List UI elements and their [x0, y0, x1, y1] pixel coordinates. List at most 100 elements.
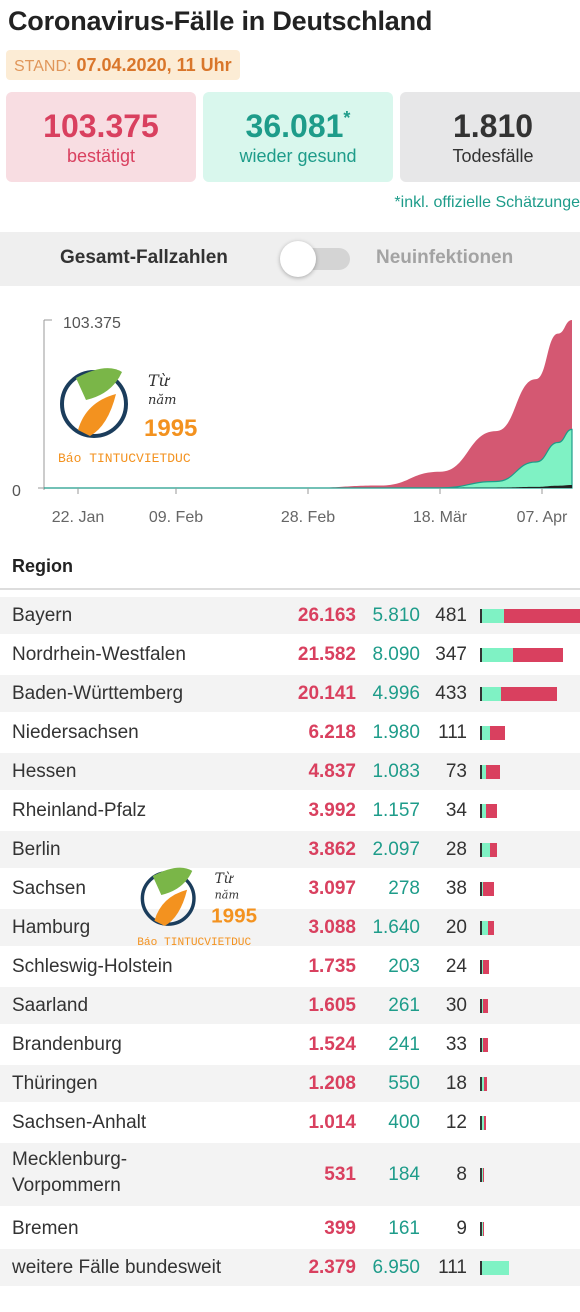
- x-tick-label: 18. Mär: [413, 509, 468, 526]
- table-row: Nordrhein-Westfalen 21.582 8.090 347: [0, 636, 580, 673]
- bar-recovered: [482, 648, 513, 662]
- table-row: Niedersachsen 6.218 1.980 111: [0, 714, 580, 751]
- x-tick-label: 22. Jan: [52, 509, 104, 526]
- recovered-value: 161: [388, 1218, 420, 1239]
- bar-confirmed: [482, 999, 488, 1013]
- timestamp-value: 07.04.2020, 11 Uhr: [76, 55, 232, 75]
- confirmed-value: 1.208: [308, 1073, 356, 1094]
- region-name: Thüringen: [12, 1073, 98, 1094]
- confirmed-value: 20.141: [297, 683, 356, 704]
- recovered-value: 6.950: [372, 1257, 420, 1278]
- region-name: Mecklenburg- Vorpommern: [12, 1147, 127, 1199]
- bar-deaths: [480, 882, 482, 896]
- page-title: Coronavirus-Fälle in Deutschland: [8, 6, 433, 36]
- confirmed-value: 3.088: [308, 917, 356, 938]
- bar-recovered: [482, 804, 487, 818]
- toggle-label-total[interactable]: Gesamt-Fallzahlen: [60, 247, 228, 268]
- region-name: weitere Fälle bundesweit: [12, 1257, 222, 1278]
- table-row: Thüringen 1.208 550 18: [0, 1065, 580, 1102]
- x-tick-label: 09. Feb: [149, 509, 203, 526]
- table-row: Bremen 399 161 9: [0, 1210, 580, 1247]
- bar-confirmed: [489, 726, 506, 740]
- bar-recovered: [482, 999, 483, 1013]
- bar-confirmed: [484, 1077, 487, 1091]
- deaths-value: 9: [456, 1218, 467, 1239]
- confirmed-value: 2.379: [308, 1257, 356, 1278]
- recovered-asterisk: *: [343, 108, 351, 128]
- deaths-value: 73: [445, 761, 467, 782]
- confirmed-card: 103.375 bestätigt: [6, 92, 196, 182]
- recovered-value: 184: [388, 1164, 420, 1185]
- deaths-value: 30: [445, 995, 467, 1016]
- view-toggle-switch[interactable]: [280, 241, 350, 277]
- recovered-value: 1.980: [372, 722, 420, 743]
- bar-recovered: [482, 765, 487, 779]
- watermark-line1: Từ: [148, 371, 171, 390]
- bar-confirmed: [501, 687, 558, 701]
- bar-deaths: [480, 804, 482, 818]
- bar-deaths: [480, 960, 482, 974]
- bar-confirmed: [482, 1038, 488, 1052]
- timestamp-label: STAND:: [14, 58, 72, 75]
- deaths-card: 1.810 Todesfälle: [400, 92, 580, 182]
- table-row: Baden-Württemberg 20.141 4.996 433: [0, 675, 580, 712]
- recovered-value: 278: [388, 878, 420, 899]
- watermark-line2: năm: [148, 393, 176, 408]
- confirmed-value: 531: [324, 1164, 356, 1185]
- watermark-brand: Báo TINTUCVIETDUC: [137, 937, 251, 949]
- bar-deaths: [480, 726, 482, 740]
- toggle-label-new[interactable]: Neuinfektionen: [376, 247, 514, 268]
- confirmed-value: 21.582: [297, 644, 356, 665]
- region-name: Schleswig-Holstein: [12, 956, 173, 977]
- deaths-value: 347: [435, 644, 467, 665]
- deaths-value: 20: [445, 917, 467, 938]
- region-name: Brandenburg: [12, 1034, 122, 1055]
- bar-confirmed: [490, 843, 497, 857]
- view-toggle-bar: Gesamt-Fallzahlen Neuinfektionen: [0, 232, 580, 286]
- confirmed-value: 6.218: [308, 722, 356, 743]
- watermark-logo-top: Từ năm 1995 Báo TINTUCVIETDUC: [56, 364, 206, 475]
- bar-recovered: [482, 1261, 509, 1275]
- region-name: Nordrhein-Westfalen: [12, 644, 186, 665]
- recovered-value: 203: [388, 956, 420, 977]
- bar-deaths: [480, 1077, 482, 1091]
- confirmed-value: 26.163: [297, 605, 356, 626]
- region-name: Bayern: [12, 605, 73, 626]
- toggle-knob[interactable]: [280, 241, 316, 277]
- table-row: Brandenburg 1.524 241 33: [0, 1026, 580, 1063]
- series-area-deaths: [44, 485, 572, 488]
- table-row: Sachsen 3.097 278 38: [0, 870, 580, 907]
- recovered-value: 241: [388, 1034, 420, 1055]
- series-area-recovered: [44, 428, 573, 489]
- region-name: Bremen: [12, 1218, 79, 1239]
- bar-recovered: [482, 609, 505, 623]
- region-name: Baden-Württemberg: [12, 683, 184, 704]
- bar-confirmed: [482, 1222, 484, 1236]
- recovered-value: 1.083: [372, 761, 420, 782]
- bar-recovered: [482, 882, 484, 896]
- region-name: Hamburg: [12, 917, 91, 938]
- bar-deaths: [480, 648, 482, 662]
- bar-deaths: [480, 1168, 482, 1182]
- bar-recovered: [482, 1222, 483, 1236]
- bar-recovered: [482, 1168, 483, 1182]
- bar-recovered: [482, 843, 490, 857]
- bar-confirmed: [486, 804, 498, 818]
- bar-deaths: [480, 1116, 482, 1130]
- bar-deaths: [480, 687, 482, 701]
- bar-recovered: [482, 960, 483, 974]
- table-row: Schleswig-Holstein 1.735 203 24: [0, 948, 580, 985]
- logo-flame-icon: [154, 889, 188, 926]
- recovered-count: 36.081: [245, 108, 344, 144]
- region-name: Sachsen: [12, 878, 86, 899]
- confirmed-value: 3.992: [308, 800, 356, 821]
- bar-recovered: [482, 1116, 484, 1130]
- bar-deaths: [480, 1038, 482, 1052]
- bar-deaths: [480, 921, 482, 935]
- deaths-value: 28: [445, 839, 467, 860]
- bar-confirmed: [483, 1116, 486, 1130]
- bar-deaths: [480, 999, 482, 1013]
- recovered-value: 550: [388, 1073, 420, 1094]
- bar-deaths: [480, 843, 482, 857]
- region-name-line: Vorpommern: [12, 1175, 121, 1196]
